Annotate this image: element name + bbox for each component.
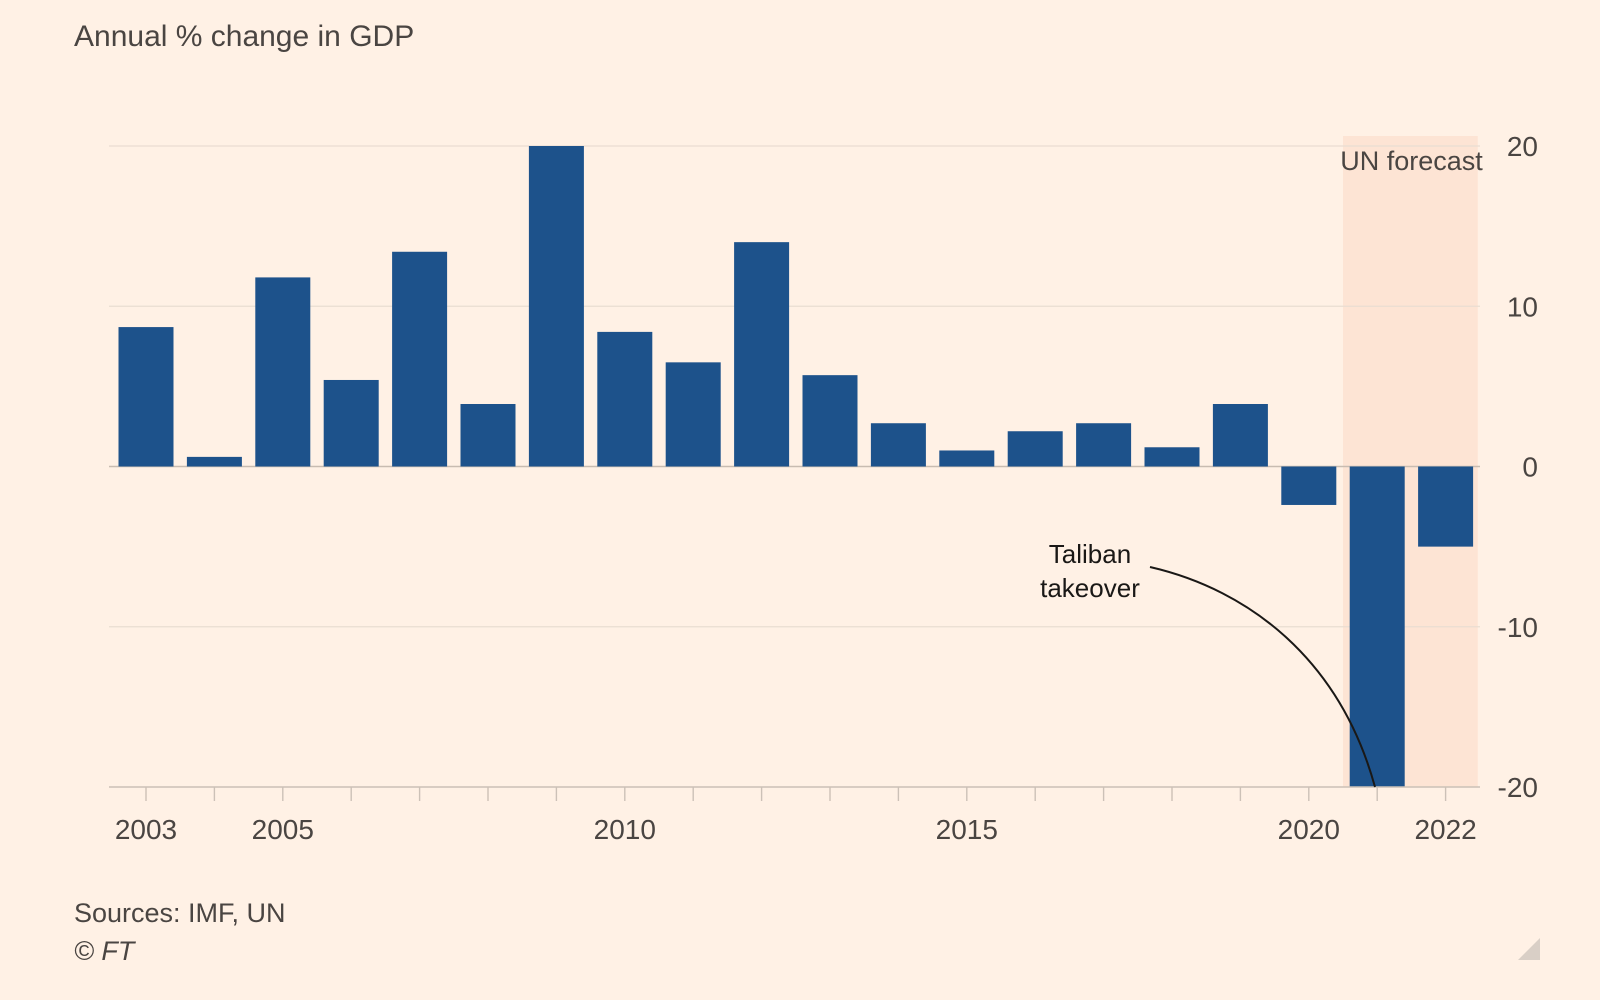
bar-2008 (460, 404, 516, 467)
annotation-leader-line (1149, 566, 1376, 788)
annotation-text: Taliban takeover (1040, 539, 1140, 603)
bar-2013 (802, 375, 858, 467)
bar-2012 (734, 242, 790, 467)
bar-2007 (392, 251, 448, 467)
x-tick-label: 2003 (115, 814, 177, 845)
bar-layer (118, 146, 1474, 787)
bar-2010 (597, 331, 653, 467)
bar-2009 (528, 146, 584, 467)
bar-2003 (118, 327, 174, 467)
x-tick-label: 2015 (936, 814, 998, 845)
bar-2014 (870, 423, 926, 467)
bar-2004 (186, 456, 242, 467)
bar-2018 (1144, 447, 1200, 467)
x-tick-label: 2020 (1278, 814, 1340, 845)
bar-2019 (1212, 404, 1268, 467)
bar-2022 (1418, 466, 1474, 547)
bar-2011 (665, 362, 721, 467)
bar-2016 (1007, 431, 1063, 467)
annotation-layer: Taliban takeover (1040, 539, 1376, 788)
y-tick-label: -20 (1498, 772, 1538, 803)
y-tick-label: 10 (1507, 291, 1538, 322)
bar-2017 (1076, 423, 1132, 467)
x-tick-label: 2005 (252, 814, 314, 845)
forecast-label: UN forecast (1340, 146, 1483, 176)
sources-note: Sources: IMF, UN (74, 898, 286, 928)
bar-2006 (323, 379, 379, 467)
x-tick-label: 2022 (1414, 814, 1476, 845)
y-tick-label: -10 (1498, 612, 1538, 643)
bar-2020 (1281, 466, 1337, 505)
y-tick-label: 20 (1507, 131, 1538, 162)
copyright-note: © FT (74, 936, 135, 966)
bar-2005 (255, 277, 311, 467)
axis-layer (109, 786, 1480, 801)
gridline-layer (109, 145, 1480, 788)
x-tick-label: 2010 (594, 814, 656, 845)
chart-title: Annual % change in GDP (74, 20, 415, 53)
resize-handle-icon[interactable] (1518, 938, 1540, 960)
bar-2015 (939, 450, 995, 467)
y-tick-label: 0 (1522, 452, 1538, 483)
bar-2021 (1349, 466, 1405, 787)
